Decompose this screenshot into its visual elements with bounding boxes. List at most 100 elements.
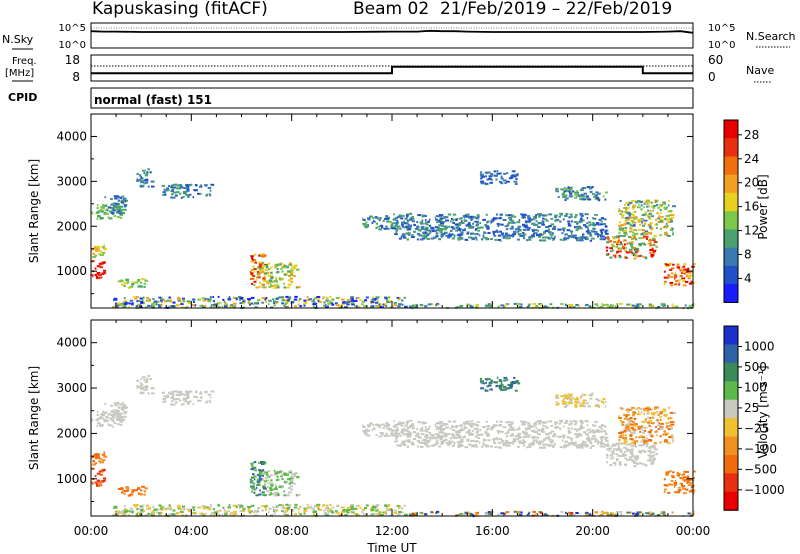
velocity-data-cell bbox=[682, 492, 687, 495]
power-data-cell bbox=[250, 255, 254, 258]
power-data-cell bbox=[270, 284, 272, 286]
power-data-cell bbox=[498, 180, 503, 183]
velocity-colorbar-segment bbox=[724, 362, 738, 382]
velocity-data-cell bbox=[413, 514, 418, 517]
power-data-cell bbox=[480, 180, 485, 183]
power-data-cell bbox=[91, 212, 94, 215]
power-data-cell bbox=[591, 237, 595, 240]
velocity-data-cell bbox=[405, 429, 409, 432]
velocity-data-cell bbox=[487, 511, 491, 514]
velocity-data-cell bbox=[201, 505, 206, 508]
velocity-data-cell bbox=[516, 510, 520, 513]
power-data-cell bbox=[341, 298, 345, 301]
power-data-cell bbox=[124, 205, 127, 208]
velocity-data-cell bbox=[499, 447, 502, 449]
power-data-cell bbox=[495, 229, 498, 232]
velocity-data-cell bbox=[579, 405, 583, 408]
power-data-cell bbox=[607, 253, 610, 256]
velocity-data-cell bbox=[96, 411, 99, 413]
power-colorbar-segment bbox=[724, 120, 738, 139]
velocity-data-cell bbox=[685, 471, 689, 473]
velocity-data-cell bbox=[509, 424, 513, 426]
velocity-data-cell bbox=[158, 512, 161, 515]
velocity-data-cell bbox=[475, 431, 478, 434]
power-data-cell bbox=[135, 296, 139, 299]
velocity-data-cell bbox=[124, 508, 128, 511]
velocity-data-cell bbox=[633, 440, 636, 443]
power-data-cell bbox=[673, 274, 678, 277]
power-data-cell bbox=[411, 215, 414, 218]
power-data-cell bbox=[589, 190, 593, 193]
power-data-cell bbox=[386, 220, 391, 223]
velocity-data-cell bbox=[497, 431, 500, 434]
power-data-cell bbox=[484, 183, 489, 186]
velocity-ytick-label: 3000 bbox=[56, 381, 87, 395]
velocity-data-cell bbox=[143, 389, 146, 392]
power-data-cell bbox=[439, 220, 442, 223]
velocity-data-cell bbox=[308, 506, 313, 509]
power-data-cell bbox=[685, 271, 689, 274]
power-data-cell bbox=[407, 228, 412, 231]
velocity-data-cell bbox=[394, 434, 397, 437]
power-data-cell bbox=[416, 238, 419, 241]
power-data-cell bbox=[286, 286, 290, 289]
power-data-cell bbox=[393, 301, 397, 304]
velocity-data-cell bbox=[480, 433, 484, 436]
velocity-data-cell bbox=[269, 489, 274, 491]
power-data-cell bbox=[113, 202, 117, 205]
power-data-cell bbox=[579, 219, 583, 222]
power-data-cell bbox=[593, 230, 596, 233]
velocity-data-cell bbox=[198, 399, 202, 402]
velocity-data-cell bbox=[96, 454, 100, 457]
power-data-cell bbox=[526, 228, 530, 231]
velocity-data-cell bbox=[510, 426, 515, 429]
velocity-scatter bbox=[91, 374, 696, 518]
velocity-data-cell bbox=[542, 421, 546, 424]
velocity-data-cell bbox=[581, 426, 585, 429]
velocity-data-cell bbox=[626, 427, 630, 430]
velocity-data-cell bbox=[604, 436, 609, 439]
power-data-cell bbox=[663, 206, 667, 209]
power-data-cell bbox=[533, 215, 537, 218]
velocity-data-cell bbox=[490, 379, 494, 382]
velocity-data-cell bbox=[676, 491, 681, 494]
power-data-cell bbox=[163, 188, 166, 191]
power-data-cell bbox=[687, 270, 692, 273]
power-data-cell bbox=[523, 233, 527, 236]
power-data-cell bbox=[580, 193, 583, 196]
velocity-data-cell bbox=[470, 444, 474, 447]
power-data-cell bbox=[93, 246, 96, 249]
velocity-data-cell bbox=[213, 511, 218, 514]
power-data-cell bbox=[388, 221, 393, 223]
power-data-cell bbox=[479, 173, 484, 176]
velocity-data-cell bbox=[121, 491, 124, 494]
velocity-data-cell bbox=[103, 451, 106, 454]
velocity-data-cell bbox=[646, 406, 650, 409]
power-data-cell bbox=[515, 177, 518, 180]
velocity-data-cell bbox=[254, 514, 258, 517]
power-data-cell bbox=[466, 232, 469, 235]
velocity-data-cell bbox=[663, 413, 667, 416]
power-data-cell bbox=[493, 234, 497, 237]
power-data-cell bbox=[537, 226, 541, 229]
velocity-data-cell bbox=[494, 381, 498, 384]
velocity-data-cell bbox=[532, 439, 535, 442]
velocity-data-cell bbox=[598, 441, 602, 444]
velocity-data-cell bbox=[199, 396, 203, 399]
power-data-cell bbox=[575, 229, 579, 232]
velocity-data-cell bbox=[552, 439, 554, 442]
power-data-cell bbox=[508, 234, 512, 237]
velocity-data-cell bbox=[562, 446, 565, 449]
power-data-cell bbox=[388, 300, 393, 302]
velocity-data-cell bbox=[262, 469, 265, 472]
power-data-cell bbox=[494, 174, 498, 177]
velocity-data-cell bbox=[547, 444, 550, 447]
power-data-cell bbox=[564, 194, 568, 197]
velocity-data-cell bbox=[685, 478, 689, 481]
velocity-data-cell bbox=[565, 404, 569, 407]
velocity-data-cell bbox=[418, 441, 423, 444]
velocity-data-cell bbox=[113, 409, 117, 412]
power-data-cell bbox=[460, 220, 463, 223]
power-data-cell bbox=[466, 213, 470, 216]
velocity-data-cell bbox=[278, 484, 281, 487]
